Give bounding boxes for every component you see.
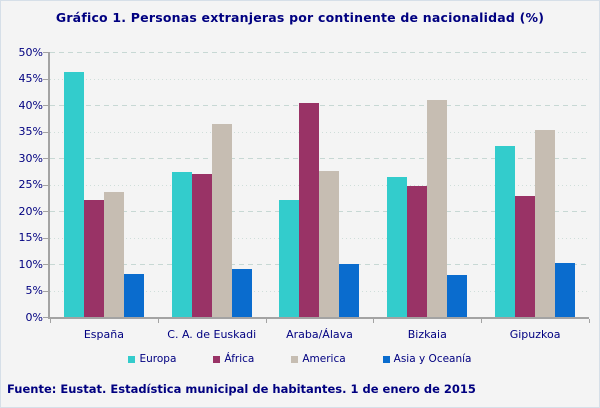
x-tick-2 (265, 319, 267, 323)
legend-swatch-asia-y-oceania (382, 355, 390, 363)
bar-europa-gipuzkoa (495, 146, 516, 317)
y-tick-30 (43, 158, 48, 159)
gridline-40 (50, 105, 589, 106)
x-category-label-bizkaia: Bizkaia (407, 328, 447, 341)
bar-africa-c-a-de-euskadi (191, 173, 212, 317)
x-axis-line (48, 317, 589, 319)
bar-america-c-a-de-euskadi (211, 124, 232, 317)
legend-label-america: America (302, 353, 346, 365)
bar-africa-espana (83, 200, 104, 317)
bar-america-espana (103, 192, 124, 317)
legend-item-africa: África (213, 353, 254, 365)
bar-group-espana (50, 52, 158, 317)
y-tick-label-30: 30% (18, 151, 43, 165)
legend-item-asia-y-oceania: Asia y Oceanía (382, 353, 472, 365)
source-note: Fuente: Eustat. Estadística municipal de… (7, 382, 476, 396)
x-axis-category-labels: España C. A. de Euskadi Araba/Álava Bizkaia… (50, 328, 589, 341)
legend-swatch-africa (213, 355, 221, 363)
bar-group-gipuzkoa (481, 52, 589, 317)
legend: Europa África America Asia y Oceanía (1, 353, 599, 365)
y-tick-40 (43, 105, 48, 106)
x-category-label-araba-alava: Araba/Álava (286, 328, 353, 341)
x-tick-4 (481, 319, 483, 323)
x-category-label-espana: España (83, 328, 124, 341)
y-tick-10 (43, 264, 48, 265)
legend-swatch-europa (128, 355, 136, 363)
y-tick-label-15: 15% (18, 231, 43, 244)
bar-asia-y-oceania-gipuzkoa (555, 263, 576, 317)
x-category-label-c-a-de-euskadi: C. A. de Euskadi (167, 328, 257, 341)
y-tick-label-45: 45% (18, 72, 43, 85)
bar-asia-y-oceania-araba-alava (339, 264, 360, 317)
plot-area (50, 52, 589, 317)
bar-america-gipuzkoa (535, 130, 556, 317)
x-tick-1 (157, 319, 159, 323)
y-tick-25 (43, 184, 48, 186)
x-tick-0 (50, 319, 51, 323)
bar-asia-y-oceania-espana (123, 274, 144, 317)
legend-swatch-america (291, 355, 299, 363)
bar-asia-y-oceania-bizkaia (447, 275, 468, 317)
y-tick-0 (43, 317, 48, 318)
y-tick-50 (43, 52, 48, 53)
y-tick-label-25: 25% (18, 178, 43, 191)
x-tick-5 (589, 319, 590, 323)
y-tick-label-40: 40% (18, 98, 43, 112)
legend-item-america: America (291, 353, 346, 365)
bar-africa-bizkaia (407, 186, 428, 317)
gridline-45 (50, 78, 589, 80)
bar-america-araba-alava (319, 171, 340, 317)
bar-group-c-a-de-euskadi (158, 52, 266, 317)
bar-group-bizkaia (373, 52, 481, 317)
bar-europa-araba-alava (279, 199, 300, 317)
bar-asia-y-oceania-c-a-de-euskadi (231, 268, 252, 317)
bar-group-araba-alava (266, 52, 374, 317)
bar-america-bizkaia (427, 99, 448, 317)
bar-europa-c-a-de-euskadi (171, 171, 192, 317)
y-tick-20 (43, 211, 48, 212)
y-tick-label-5: 5% (25, 284, 43, 297)
y-tick-35 (43, 131, 48, 133)
legend-item-europa: Europa (128, 353, 176, 365)
y-tick-5 (43, 290, 48, 292)
y-axis-line (48, 52, 50, 317)
gridline-50 (50, 52, 589, 53)
bar-europa-espana (63, 71, 84, 317)
y-tick-label-0: 0% (25, 310, 43, 324)
y-tick-label-10: 10% (18, 257, 43, 271)
bar-africa-araba-alava (299, 102, 320, 317)
gridline-35 (50, 131, 589, 133)
legend-label-asia-y-oceania: Asia y Oceanía (393, 353, 472, 365)
y-tick-label-20: 20% (18, 204, 43, 218)
y-tick-label-50: 50% (18, 45, 43, 59)
bar-europa-bizkaia (387, 177, 408, 317)
gridline-30 (50, 158, 589, 159)
y-tick-label-35: 35% (18, 125, 43, 138)
x-tick-3 (373, 319, 375, 323)
y-tick-15 (43, 237, 48, 239)
chart-title: Gráfico 1. Personas extranjeras por cont… (55, 10, 545, 25)
y-tick-45 (43, 78, 48, 80)
legend-label-europa: Europa (139, 353, 177, 365)
legend-label-africa: África (224, 353, 255, 365)
bar-africa-gipuzkoa (515, 195, 536, 317)
x-category-label-gipuzkoa: Gipuzkoa (509, 328, 561, 341)
